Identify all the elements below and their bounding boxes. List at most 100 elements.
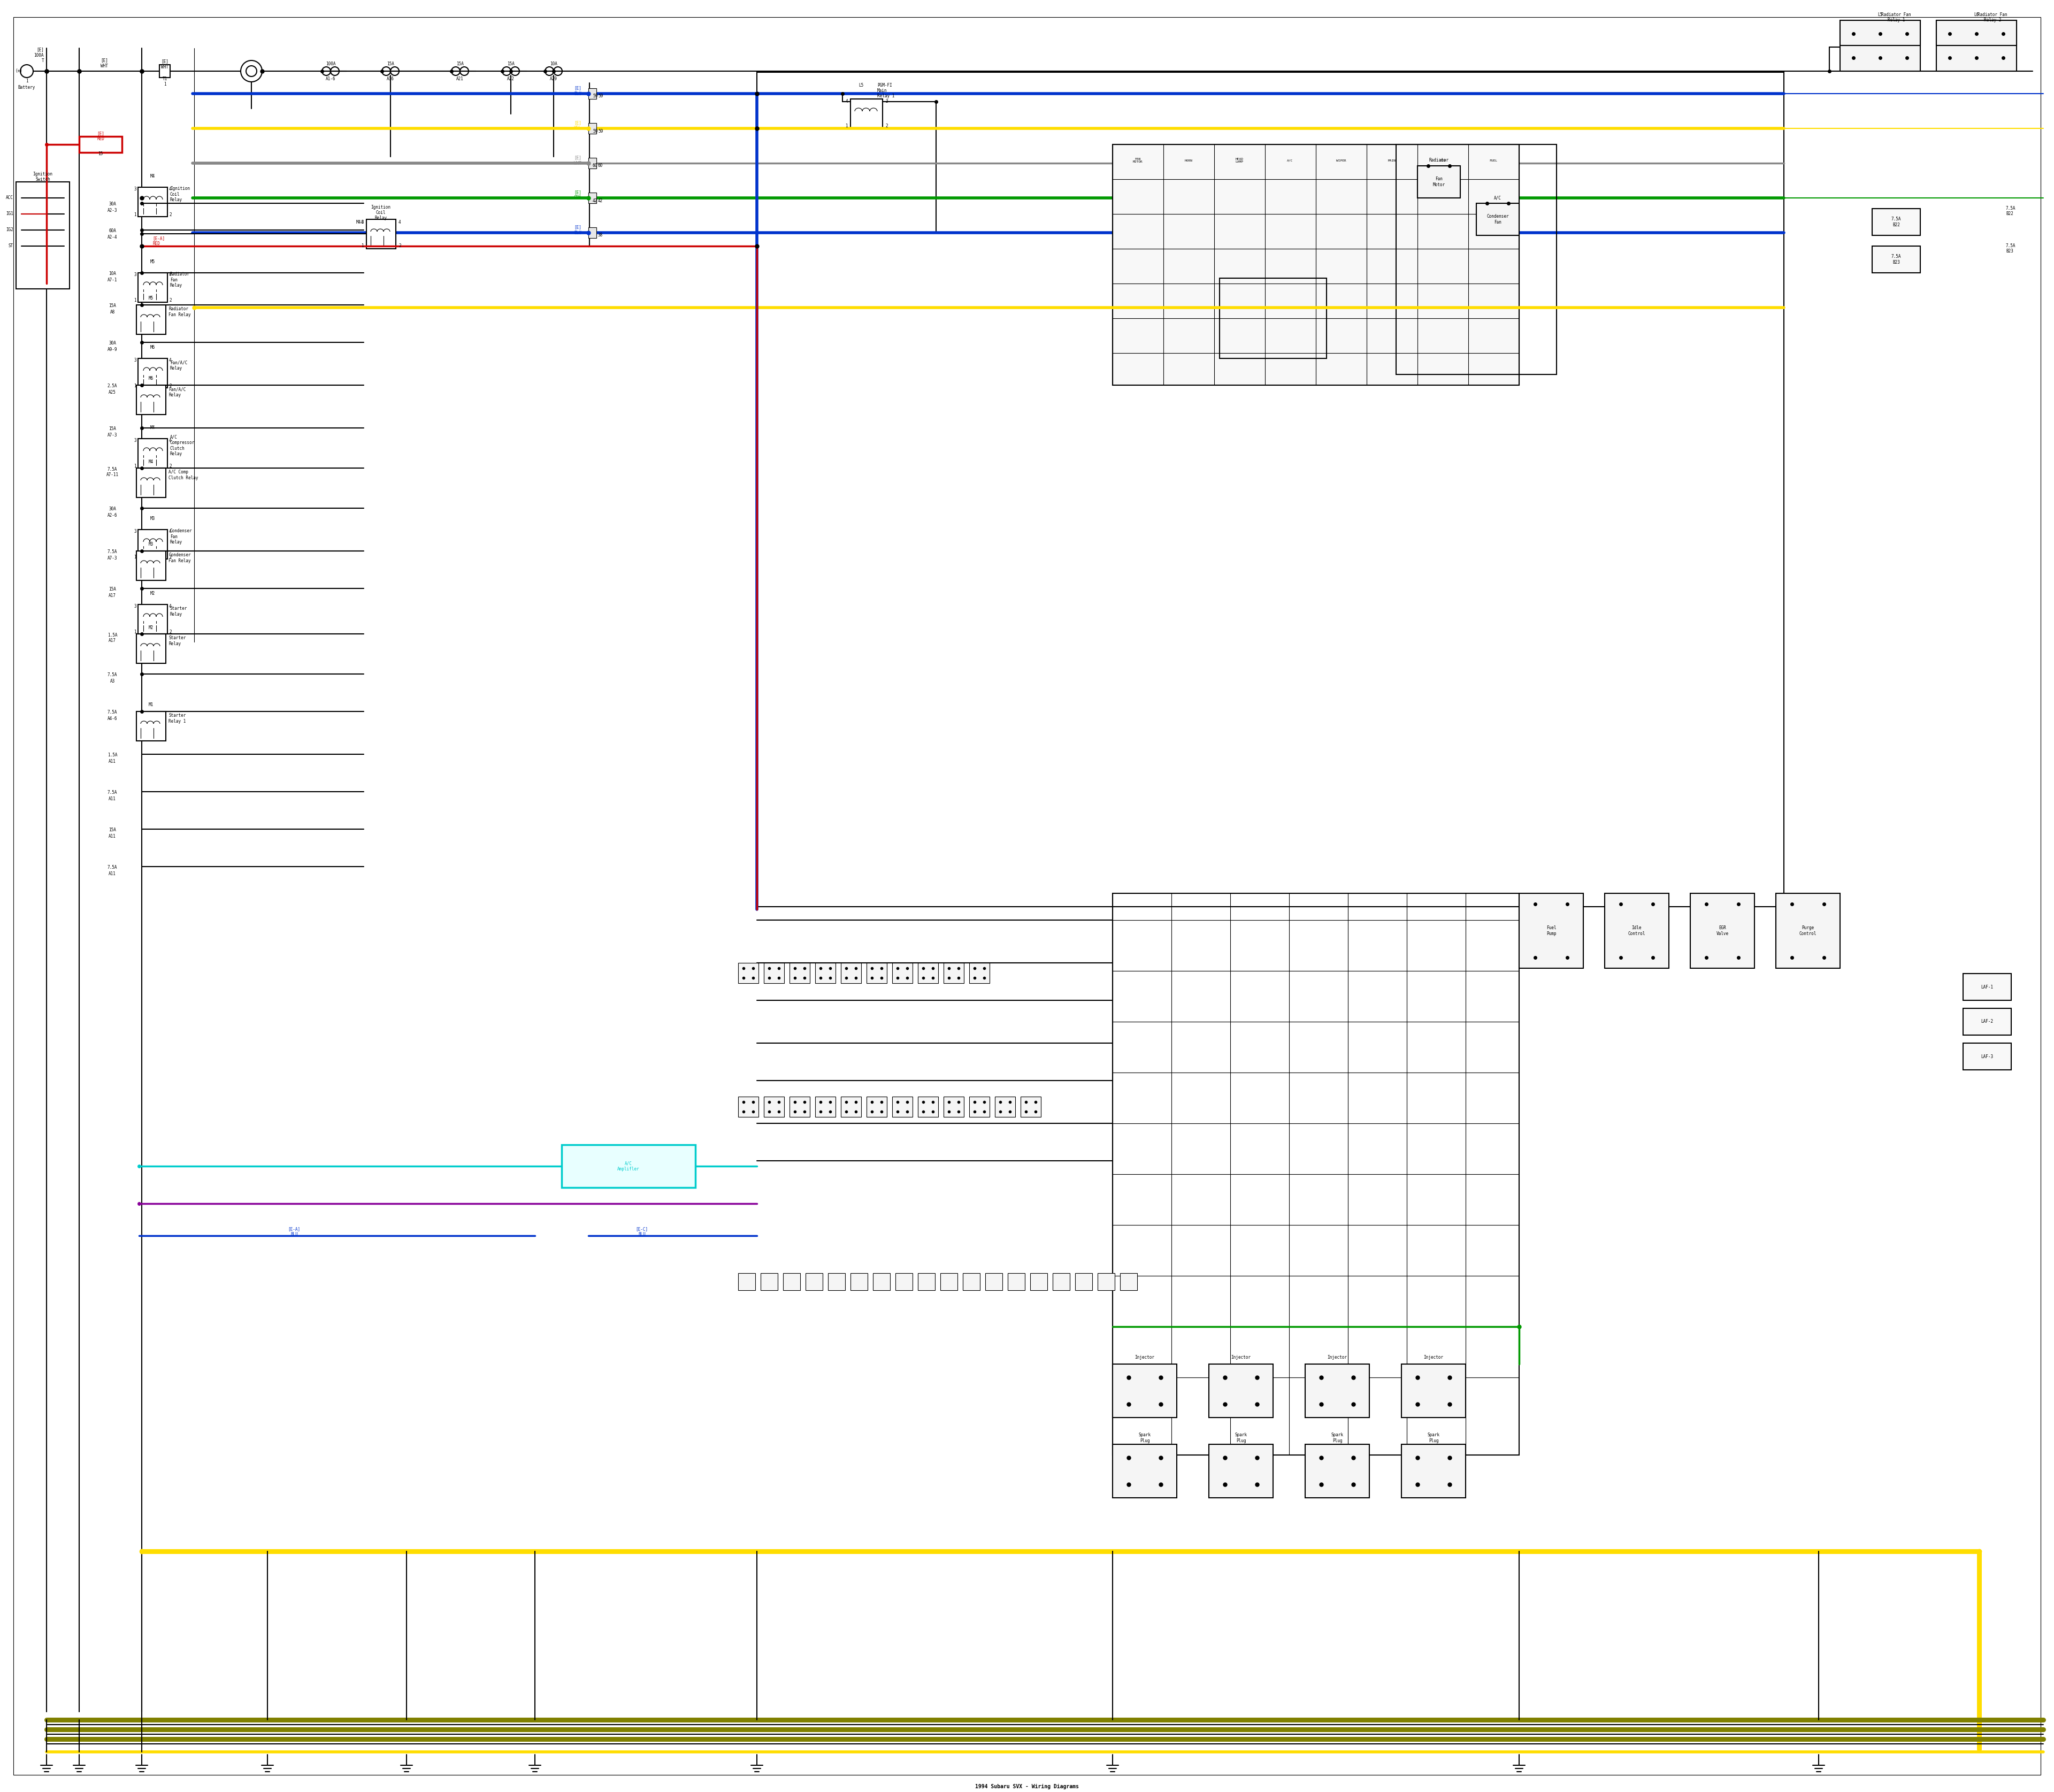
Bar — [1009, 1272, 1025, 1290]
Text: 60: 60 — [594, 163, 598, 168]
Text: Condenser
Fan
Relay: Condenser Fan Relay — [170, 529, 193, 545]
Text: Condenser
Fan Relay: Condenser Fan Relay — [168, 552, 191, 563]
Bar — [136, 468, 166, 498]
Text: Radiator
Fan
Relay: Radiator Fan Relay — [170, 272, 189, 289]
Text: 3: 3 — [134, 604, 136, 609]
Text: 3: 3 — [134, 529, 136, 534]
Text: 15A: 15A — [386, 61, 394, 66]
Bar — [840, 1097, 861, 1116]
Text: Injector: Injector — [1134, 1355, 1154, 1360]
Text: 15A: 15A — [109, 828, 115, 833]
Text: 60: 60 — [598, 163, 604, 168]
Bar — [1074, 1272, 1093, 1290]
Text: A11: A11 — [109, 871, 115, 876]
Text: HORN: HORN — [1185, 159, 1193, 161]
Text: M6: M6 — [148, 376, 154, 382]
Text: Radiator Fan: Radiator Fan — [1978, 13, 2007, 18]
Text: A4-6: A4-6 — [107, 717, 117, 720]
Text: A9-9: A9-9 — [107, 348, 117, 351]
Text: Switch: Switch — [35, 177, 49, 181]
Bar — [737, 1272, 756, 1290]
Bar — [1031, 1272, 1048, 1290]
Bar — [789, 1097, 809, 1116]
Text: M5: M5 — [150, 260, 154, 265]
Bar — [737, 962, 758, 984]
Text: M4: M4 — [150, 425, 154, 430]
Text: 42: 42 — [598, 199, 604, 202]
Text: 4: 4 — [846, 99, 848, 104]
Text: 3: 3 — [885, 99, 887, 104]
Bar — [867, 1097, 887, 1116]
Text: IG2: IG2 — [6, 228, 14, 233]
Bar — [1113, 145, 1520, 385]
Bar — [587, 124, 596, 134]
Text: [E]: [E] — [160, 59, 168, 65]
Bar — [737, 1097, 758, 1116]
Bar — [941, 1272, 957, 1290]
Text: 2: 2 — [168, 464, 170, 470]
Text: RED: RED — [152, 242, 160, 246]
Bar — [756, 72, 1783, 907]
Text: 3: 3 — [134, 272, 136, 276]
Text: [E]: [E] — [573, 156, 581, 159]
Text: BLU: BLU — [573, 231, 581, 235]
Text: LAF-1: LAF-1 — [1980, 984, 1992, 989]
Text: (+): (+) — [14, 68, 23, 73]
Bar — [138, 530, 168, 559]
Text: M5: M5 — [148, 296, 154, 301]
Text: A7-11: A7-11 — [107, 473, 119, 477]
Text: MAIN: MAIN — [1389, 159, 1397, 161]
Bar — [986, 1272, 1002, 1290]
Text: [E-C]: [E-C] — [635, 1228, 649, 1231]
Text: 2: 2 — [885, 124, 887, 127]
Text: 1: 1 — [134, 383, 136, 389]
Bar — [160, 65, 170, 77]
Text: 2.5A: 2.5A — [107, 383, 117, 389]
Bar — [138, 439, 168, 468]
Text: 7.5A: 7.5A — [2007, 206, 2015, 211]
Text: 4: 4 — [168, 272, 170, 276]
Text: [E-A]: [E-A] — [288, 1228, 300, 1231]
Text: A/C: A/C — [1493, 195, 1501, 201]
Text: T: T — [41, 57, 43, 63]
Text: 2: 2 — [168, 556, 170, 559]
Text: 15A: 15A — [109, 426, 115, 432]
Bar — [1871, 246, 1920, 272]
Bar — [764, 1097, 785, 1116]
Text: BLU: BLU — [573, 91, 581, 97]
Text: L5: L5 — [1877, 13, 1884, 18]
Text: 7.5A: 7.5A — [107, 790, 117, 796]
Text: Spark
Plug: Spark Plug — [1331, 1432, 1343, 1443]
Bar — [943, 962, 963, 984]
Text: Radiator Fan: Radiator Fan — [1881, 13, 1910, 18]
Text: A11: A11 — [109, 796, 115, 801]
Text: ST: ST — [8, 244, 14, 249]
Text: 38: 38 — [598, 233, 604, 238]
Text: Starter
Relay: Starter Relay — [168, 636, 185, 647]
Bar — [16, 181, 70, 289]
Bar — [1840, 20, 1920, 45]
Text: 4: 4 — [168, 186, 170, 192]
Text: A17: A17 — [109, 593, 115, 599]
Text: 1: 1 — [164, 82, 166, 86]
Text: A/C
Amplifler: A/C Amplifler — [618, 1161, 639, 1172]
Text: [E]: [E] — [573, 226, 581, 229]
Text: BLU: BLU — [290, 1233, 298, 1236]
Text: IGN: IGN — [1440, 159, 1446, 161]
Bar — [764, 962, 785, 984]
Text: 7.5A
B23: 7.5A B23 — [1892, 254, 1902, 265]
Text: 100A: 100A — [327, 61, 335, 66]
Text: A11: A11 — [109, 833, 115, 839]
Bar — [138, 604, 168, 634]
Text: Injector: Injector — [1327, 1355, 1347, 1360]
Text: Condenser
Fan: Condenser Fan — [1487, 213, 1510, 224]
Bar — [136, 634, 166, 663]
Bar — [1052, 1272, 1070, 1290]
Text: 7.5A: 7.5A — [107, 550, 117, 554]
Text: [E]: [E] — [573, 120, 581, 125]
Text: M6: M6 — [150, 346, 154, 349]
Text: 2: 2 — [168, 297, 170, 303]
Text: 2: 2 — [168, 629, 170, 634]
Bar — [1604, 894, 1668, 968]
Text: A3: A3 — [109, 679, 115, 683]
